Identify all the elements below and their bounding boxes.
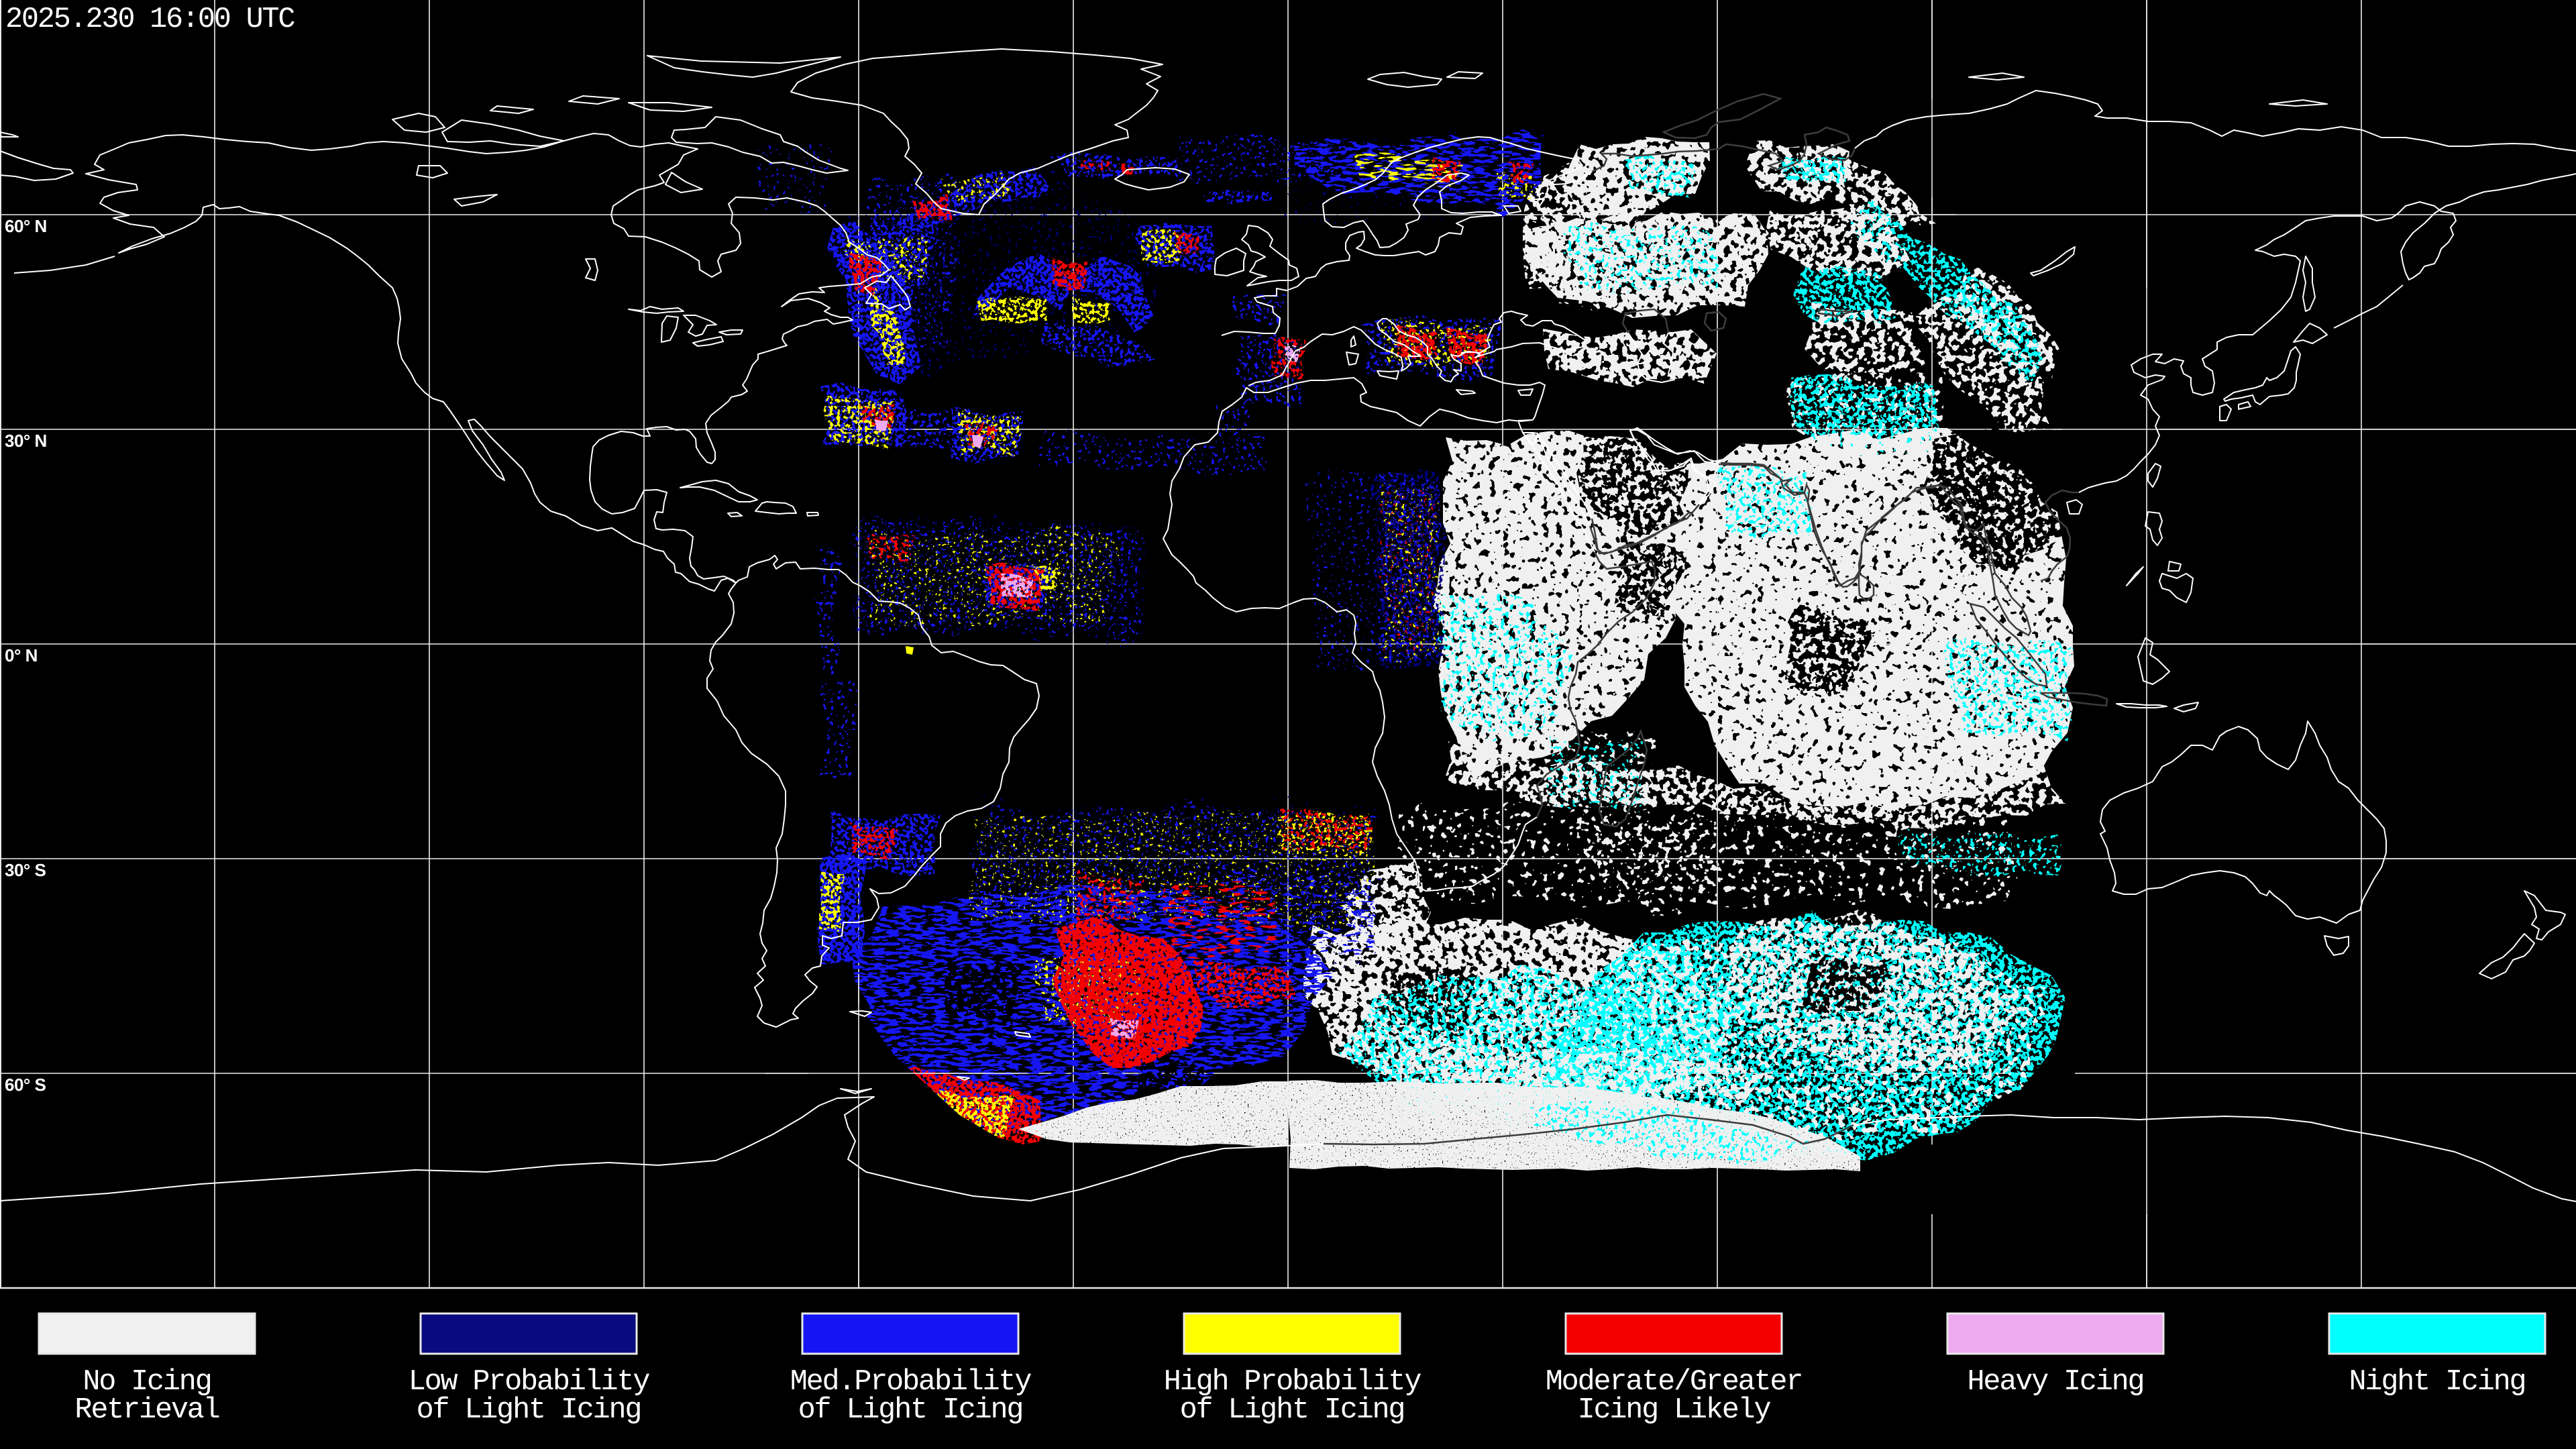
- svg-text:High Probability: High Probability: [1164, 1366, 1421, 1399]
- svg-text:No Icing: No Icing: [83, 1366, 211, 1399]
- svg-text:30° S: 30° S: [5, 860, 46, 880]
- svg-text:Moderate/Greater: Moderate/Greater: [1546, 1366, 1802, 1399]
- svg-text:of Light Icing: of Light Icing: [798, 1394, 1023, 1427]
- svg-text:Heavy Icing: Heavy Icing: [1968, 1366, 2144, 1399]
- svg-text:30° N: 30° N: [5, 431, 47, 451]
- svg-text:60° N: 60° N: [5, 216, 47, 236]
- svg-text:Low Probability: Low Probability: [409, 1366, 650, 1399]
- svg-text:Retrieval: Retrieval: [74, 1394, 219, 1427]
- svg-text:of Light Icing: of Light Icing: [1180, 1394, 1405, 1427]
- svg-text:of Light Icing: of Light Icing: [417, 1394, 641, 1427]
- svg-text:2025.230 16:00 UTC: 2025.230 16:00 UTC: [5, 3, 294, 36]
- svg-text:60° S: 60° S: [5, 1075, 46, 1095]
- svg-text:0° N: 0° N: [5, 645, 38, 665]
- svg-text:Med.Probability: Med.Probability: [790, 1366, 1032, 1399]
- svg-text:Icing Likely: Icing Likely: [1578, 1394, 1771, 1427]
- svg-text:Night Icing: Night Icing: [2349, 1366, 2526, 1399]
